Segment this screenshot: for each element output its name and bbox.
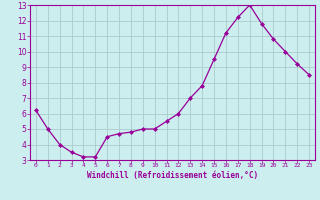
X-axis label: Windchill (Refroidissement éolien,°C): Windchill (Refroidissement éolien,°C) — [87, 171, 258, 180]
